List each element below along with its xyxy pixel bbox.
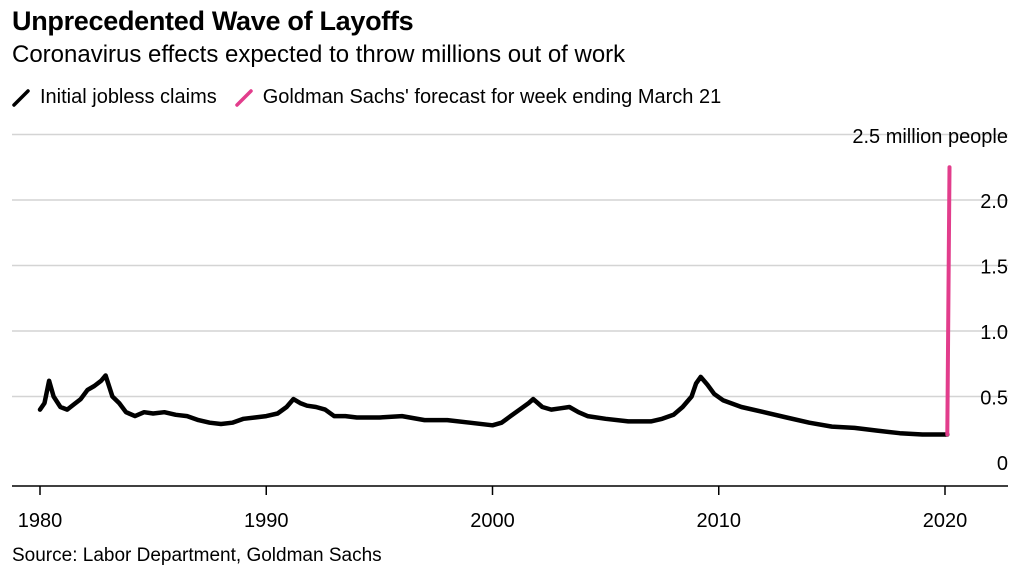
chart-source: Source: Labor Department, Goldman Sachs: [12, 545, 382, 566]
x-tick-label: 2010: [697, 510, 742, 532]
series-line-goldman-forecast: [945, 165, 952, 437]
y-axis-label: 2.5 million people: [852, 126, 1008, 148]
series-line-jobless-claims: [37, 373, 950, 437]
x-tick-label: 1980: [18, 510, 63, 532]
legend-label-goldman-forecast: Goldman Sachs' forecast for week ending …: [262, 86, 722, 108]
legend-item-jobless-claims: Initial jobless claims: [12, 86, 217, 109]
y-tick-label: 2.0: [980, 191, 1008, 213]
chart-title: Unprecedented Wave of Layoffs: [12, 6, 414, 36]
legend-label-jobless-claims: Initial jobless claims: [40, 86, 217, 108]
x-tick-label: 2000: [470, 510, 515, 532]
legend-swatch-black-icon: [12, 88, 30, 107]
legend-swatch-pink-icon: [234, 88, 253, 107]
y-tick-label: 1.5: [980, 257, 1008, 279]
chart-legend: Initial jobless claims Goldman Sachs' fo…: [12, 86, 739, 109]
chart-subtitle: Coronavirus effects expected to throw mi…: [12, 41, 626, 68]
x-tick-label: 1990: [244, 510, 289, 532]
y-tick-label: 0: [997, 453, 1008, 475]
legend-item-goldman-forecast: Goldman Sachs' forecast for week ending …: [234, 86, 722, 109]
y-tick-label: 0.5: [980, 388, 1008, 410]
x-tick-label: 2020: [923, 510, 968, 532]
y-tick-label: 1.0: [980, 322, 1008, 344]
